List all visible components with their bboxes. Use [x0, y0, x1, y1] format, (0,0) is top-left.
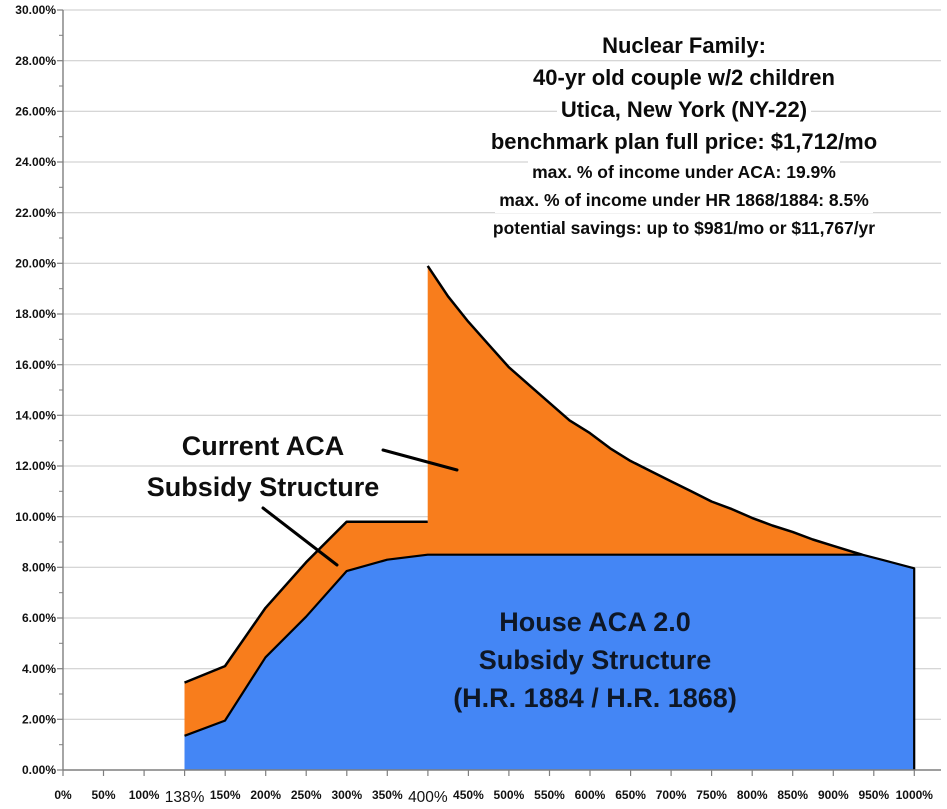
x-tick-label: 50% [91, 788, 115, 802]
leader-line-lower [261, 506, 339, 567]
x-tick-label: 300% [331, 788, 362, 802]
aca-curve-outline-decay [426, 265, 863, 556]
chart-title-block: Nuclear Family: 40-yr old couple w/2 chi… [404, 31, 947, 243]
title-line-location: Utica, New York (NY-22) [556, 95, 812, 124]
y-tick-label: 26.00% [15, 104, 56, 118]
house-curve-outline [184, 553, 916, 770]
title-line-family: Nuclear Family: [598, 31, 770, 60]
y-tick-label: 30.00% [15, 3, 56, 17]
y-tick-label: 0.00% [22, 763, 56, 777]
y-tick-label: 2.00% [22, 712, 56, 726]
x-tick-label: 700% [656, 788, 687, 802]
y-tick-label: 10.00% [15, 510, 56, 524]
y-tick-label: 20.00% [15, 256, 56, 270]
y-tick-label: 18.00% [15, 307, 56, 321]
x-tick-label: 0% [54, 788, 72, 802]
x-tick-label: 200% [250, 788, 281, 802]
y-tick-label: 16.00% [15, 358, 56, 372]
y-tick-label: 6.00% [22, 611, 56, 625]
x-tick-label-highlighted: 400% [408, 789, 448, 806]
x-tick-label: 650% [615, 788, 646, 802]
leader-line-upper [381, 448, 459, 472]
title-line-max-aca: max. % of income under ACA: 19.9% [528, 159, 840, 185]
title-line-savings: potential savings: up to $981/mo or $11,… [488, 215, 880, 241]
x-tick-label: 100% [129, 788, 160, 802]
x-tick-label: 950% [858, 788, 889, 802]
x-tick-label: 900% [818, 788, 849, 802]
x-tick-label: 1000% [896, 788, 934, 802]
x-tick-label: 350% [372, 788, 403, 802]
x-tick-label: 750% [696, 788, 727, 802]
x-tick-label: 150% [210, 788, 241, 802]
x-tick-label: 550% [534, 788, 565, 802]
x-tick-label: 850% [777, 788, 808, 802]
y-tick-label: 12.00% [15, 459, 56, 473]
y-tick-label: 14.00% [15, 408, 56, 422]
x-tick-label: 500% [494, 788, 525, 802]
house-area-shape [184, 554, 915, 770]
y-tick-label: 22.00% [15, 206, 56, 220]
title-line-max-hr: max. % of income under HR 1868/1884: 8.5… [495, 187, 873, 213]
x-tick-label-highlighted: 138% [165, 789, 205, 806]
x-tick-label: 800% [737, 788, 768, 802]
x-tick-label: 450% [453, 788, 484, 802]
current-aca-series-label: Current ACA Subsidy Structure [130, 428, 396, 510]
x-tick-label: 600% [575, 788, 606, 802]
title-line-benchmark: benchmark plan full price: $1,712/mo [486, 127, 882, 156]
y-tick-label: 4.00% [22, 662, 56, 676]
y-tick-label: 24.00% [15, 155, 56, 169]
house-aca-series-label: House ACA 2.0 Subsidy Structure (H.R. 18… [453, 607, 737, 713]
y-tick-label: 8.00% [22, 560, 56, 574]
aca-curve-outline-rise [184, 520, 428, 684]
title-line-couple: 40-yr old couple w/2 children [529, 63, 839, 92]
y-tick-label: 28.00% [15, 54, 56, 68]
x-tick-label: 250% [291, 788, 322, 802]
